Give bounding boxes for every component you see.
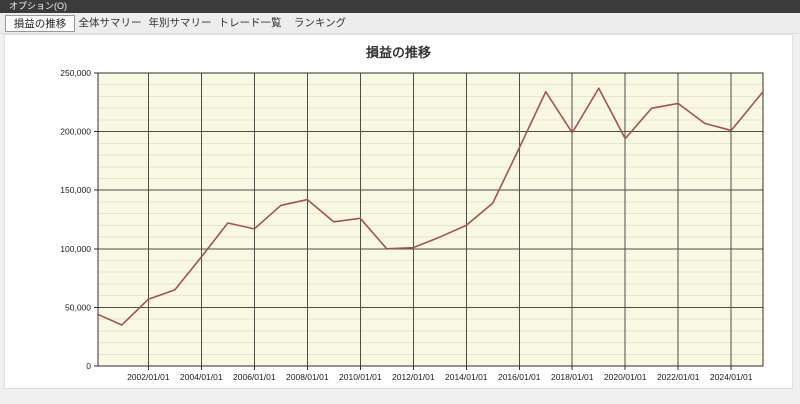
tab-ranking[interactable]: ランキング [293,16,347,29]
x-axis-tick-label: 2014/01/01 [445,372,488,382]
x-axis-tick-label: 2012/01/01 [392,372,435,382]
x-axis-tick-label: 2002/01/01 [127,372,170,382]
chart-panel: 損益の推移 2002/01/01 2004/01/01 2006/01/01 2008… [4,34,793,389]
x-axis-tick-label: 2018/01/01 [551,372,594,382]
x-axis-tick-label: 2004/01/01 [180,372,223,382]
x-axis-tick-label: 2016/01/01 [498,372,541,382]
menu-item-options[interactable]: オプション(O) [9,1,67,11]
y-axis-tick-label: 100,000 [60,244,91,254]
y-axis-tick-label: 150,000 [60,185,91,195]
profit-loss-chart: 2002/01/01 2004/01/01 2006/01/01 2008/01/01… [60,68,764,382]
tab-trade-list[interactable]: トレード一覧 [218,16,282,29]
menu-bar: オプション(O) [0,0,800,13]
y-axis-tick-label: 200,000 [60,127,91,137]
x-axis-tick-label: 2010/01/01 [339,372,382,382]
x-axis-tick-label: 2006/01/01 [233,372,276,382]
tab-overall-summary[interactable]: 全体サマリー [78,16,142,29]
y-axis-tick-label: 0 [86,361,91,371]
profit-loss-line [97,87,764,326]
tab-bar: 損益の推移 全体サマリー 年別サマリー トレード一覧 ランキング [0,13,800,34]
chart-title: 損益の推移 [365,45,431,60]
x-axis-tick-label: 2020/01/01 [604,372,647,382]
x-axis-tick-label: 2024/01/01 [710,372,753,382]
tab-profit-loss-trend[interactable]: 損益の推移 [5,14,75,32]
y-axis-tick-label: 250,000 [60,68,91,78]
tab-yearly-summary[interactable]: 年別サマリー [148,16,212,29]
x-axis-tick-label: 2022/01/01 [657,372,700,382]
x-axis-tick-label: 2008/01/01 [286,372,329,382]
y-axis-tick-label: 50,000 [65,302,91,312]
